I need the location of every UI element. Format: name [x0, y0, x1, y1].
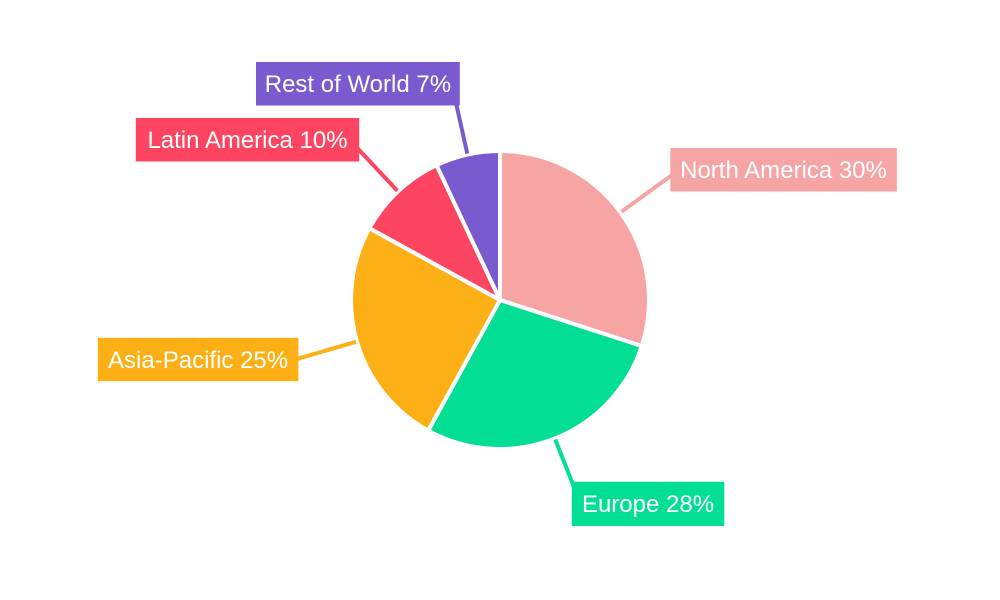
svg-text:Europe 28%: Europe 28%	[582, 491, 714, 518]
svg-text:Latin America 10%: Latin America 10%	[147, 127, 347, 154]
svg-text:Rest of World 7%: Rest of World 7%	[265, 71, 451, 98]
svg-text:Asia-Pacific 25%: Asia-Pacific 25%	[108, 347, 288, 374]
svg-text:North America 30%: North America 30%	[680, 157, 887, 184]
